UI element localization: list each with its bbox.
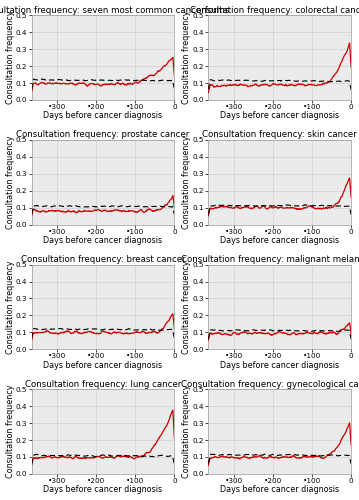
X-axis label: Days before cancer diagnosis: Days before cancer diagnosis	[220, 112, 339, 120]
Title: Consultation frequency: skin cancer: Consultation frequency: skin cancer	[202, 130, 357, 139]
Y-axis label: Consultation frequency: Consultation frequency	[182, 260, 191, 354]
Title: Consultation frequency: gynecological cancer: Consultation frequency: gynecological ca…	[181, 380, 359, 388]
Y-axis label: Consultation frequency: Consultation frequency	[182, 11, 191, 104]
Y-axis label: Consultation frequency: Consultation frequency	[5, 136, 15, 229]
X-axis label: Days before cancer diagnosis: Days before cancer diagnosis	[220, 236, 339, 245]
X-axis label: Days before cancer diagnosis: Days before cancer diagnosis	[43, 236, 163, 245]
Y-axis label: Consultation frequency: Consultation frequency	[182, 136, 191, 229]
X-axis label: Days before cancer diagnosis: Days before cancer diagnosis	[220, 486, 339, 494]
Y-axis label: Consultation frequency: Consultation frequency	[5, 385, 15, 478]
X-axis label: Days before cancer diagnosis: Days before cancer diagnosis	[220, 361, 339, 370]
X-axis label: Days before cancer diagnosis: Days before cancer diagnosis	[43, 112, 163, 120]
X-axis label: Days before cancer diagnosis: Days before cancer diagnosis	[43, 486, 163, 494]
Title: Consultation frequency: malignant melanoma: Consultation frequency: malignant melano…	[181, 255, 359, 264]
Title: Consultation frequency: seven most common cancerforms: Consultation frequency: seven most commo…	[0, 6, 229, 15]
Y-axis label: Consultation frequency: Consultation frequency	[5, 260, 15, 354]
Title: Consultation frequency: prostate cancer: Consultation frequency: prostate cancer	[17, 130, 190, 139]
Title: Consultation frequency: lung cancer: Consultation frequency: lung cancer	[25, 380, 181, 388]
Title: Consultation frequency: colorectal cancer: Consultation frequency: colorectal cance…	[190, 6, 359, 15]
Title: Consultation frequency: breast cancer: Consultation frequency: breast cancer	[21, 255, 185, 264]
Y-axis label: Consultation frequency: Consultation frequency	[5, 11, 15, 104]
Y-axis label: Consultation frequency: Consultation frequency	[182, 385, 191, 478]
X-axis label: Days before cancer diagnosis: Days before cancer diagnosis	[43, 361, 163, 370]
